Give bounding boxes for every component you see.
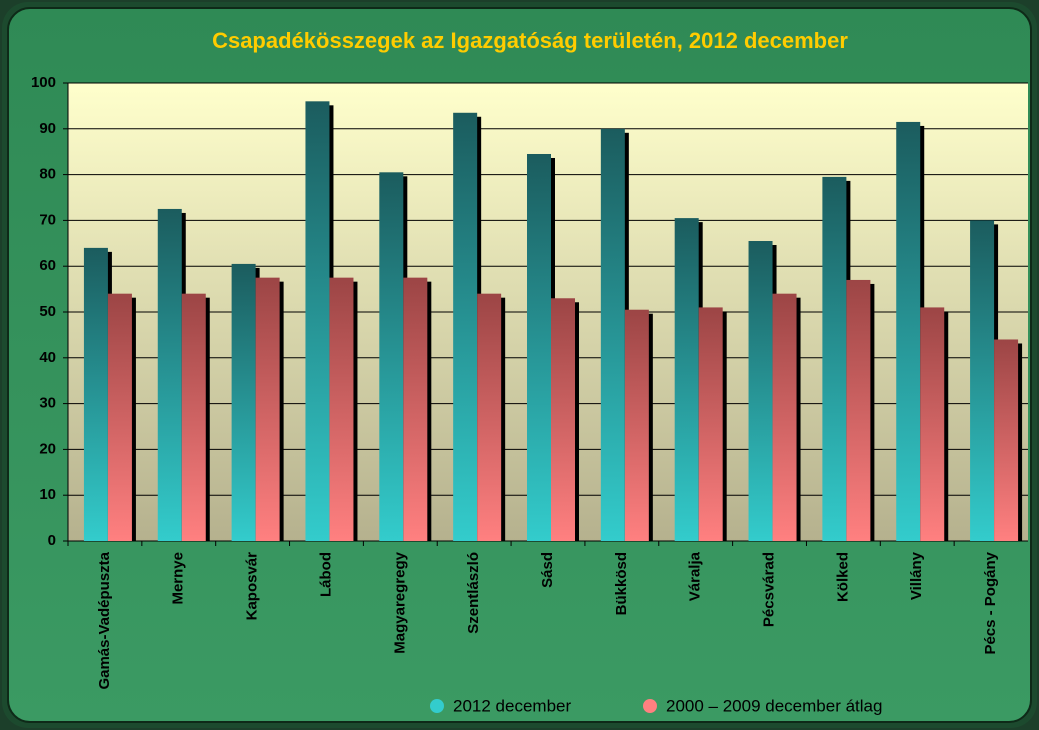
bar [477,293,502,541]
bar [698,307,723,541]
bar [748,241,773,541]
bar [255,277,280,541]
bar [181,293,206,541]
x-tick-label: Kaposvár [244,552,261,621]
bar [83,247,108,541]
bar [107,293,132,541]
x-tick-label: Sásd [539,552,556,588]
x-tick-label: Lábod [317,552,334,597]
bar [920,307,945,541]
y-tick-label: 70 [39,211,56,228]
x-tick-label: Magyaregregy [391,551,408,653]
y-tick-label: 10 [39,486,56,503]
x-tick-label: Pécsvárad [761,552,778,627]
bar [600,128,625,542]
y-tick-label: 60 [39,257,56,274]
bar [527,153,551,542]
legend-label: 2012 december [453,696,571,715]
y-tick-label: 90 [39,120,56,137]
x-tick-label: Kölked [834,552,851,602]
bar [453,112,478,542]
bar [329,277,354,541]
bar [551,298,575,541]
bar [403,277,428,541]
bar [305,101,330,541]
x-tick-label: Villány [908,551,925,600]
y-tick-label: 0 [48,532,56,549]
y-tick-label: 80 [39,166,56,183]
y-tick-label: 100 [31,74,56,91]
bar [994,339,1019,541]
bar [846,279,871,541]
x-tick-label: Gamás-Vadépuszta [96,551,113,689]
y-tick-label: 30 [39,395,56,412]
bar [772,293,797,541]
legend-label: 2000 – 2009 december átlag [666,696,882,715]
x-tick-label: Mernye [170,552,187,605]
x-tick-label: Váralja [687,551,704,601]
bar [624,309,649,541]
chart-title: Csapadékösszegek az Igazgatóság területé… [212,28,848,53]
legend-marker [643,699,657,713]
y-tick-label: 50 [39,303,56,320]
bar [970,220,995,541]
x-tick-label: Pécs - Pogány [982,551,999,654]
x-tick-label: Bükkösd [613,552,630,615]
bar [157,208,182,541]
x-tick-label: Szentlászló [465,552,482,634]
bar [896,121,921,542]
legend-marker [430,699,444,713]
bar [822,176,847,541]
y-tick-label: 20 [39,440,56,457]
bar [231,263,256,541]
y-tick-label: 40 [39,349,56,366]
bar [379,172,404,541]
bar [674,218,699,542]
